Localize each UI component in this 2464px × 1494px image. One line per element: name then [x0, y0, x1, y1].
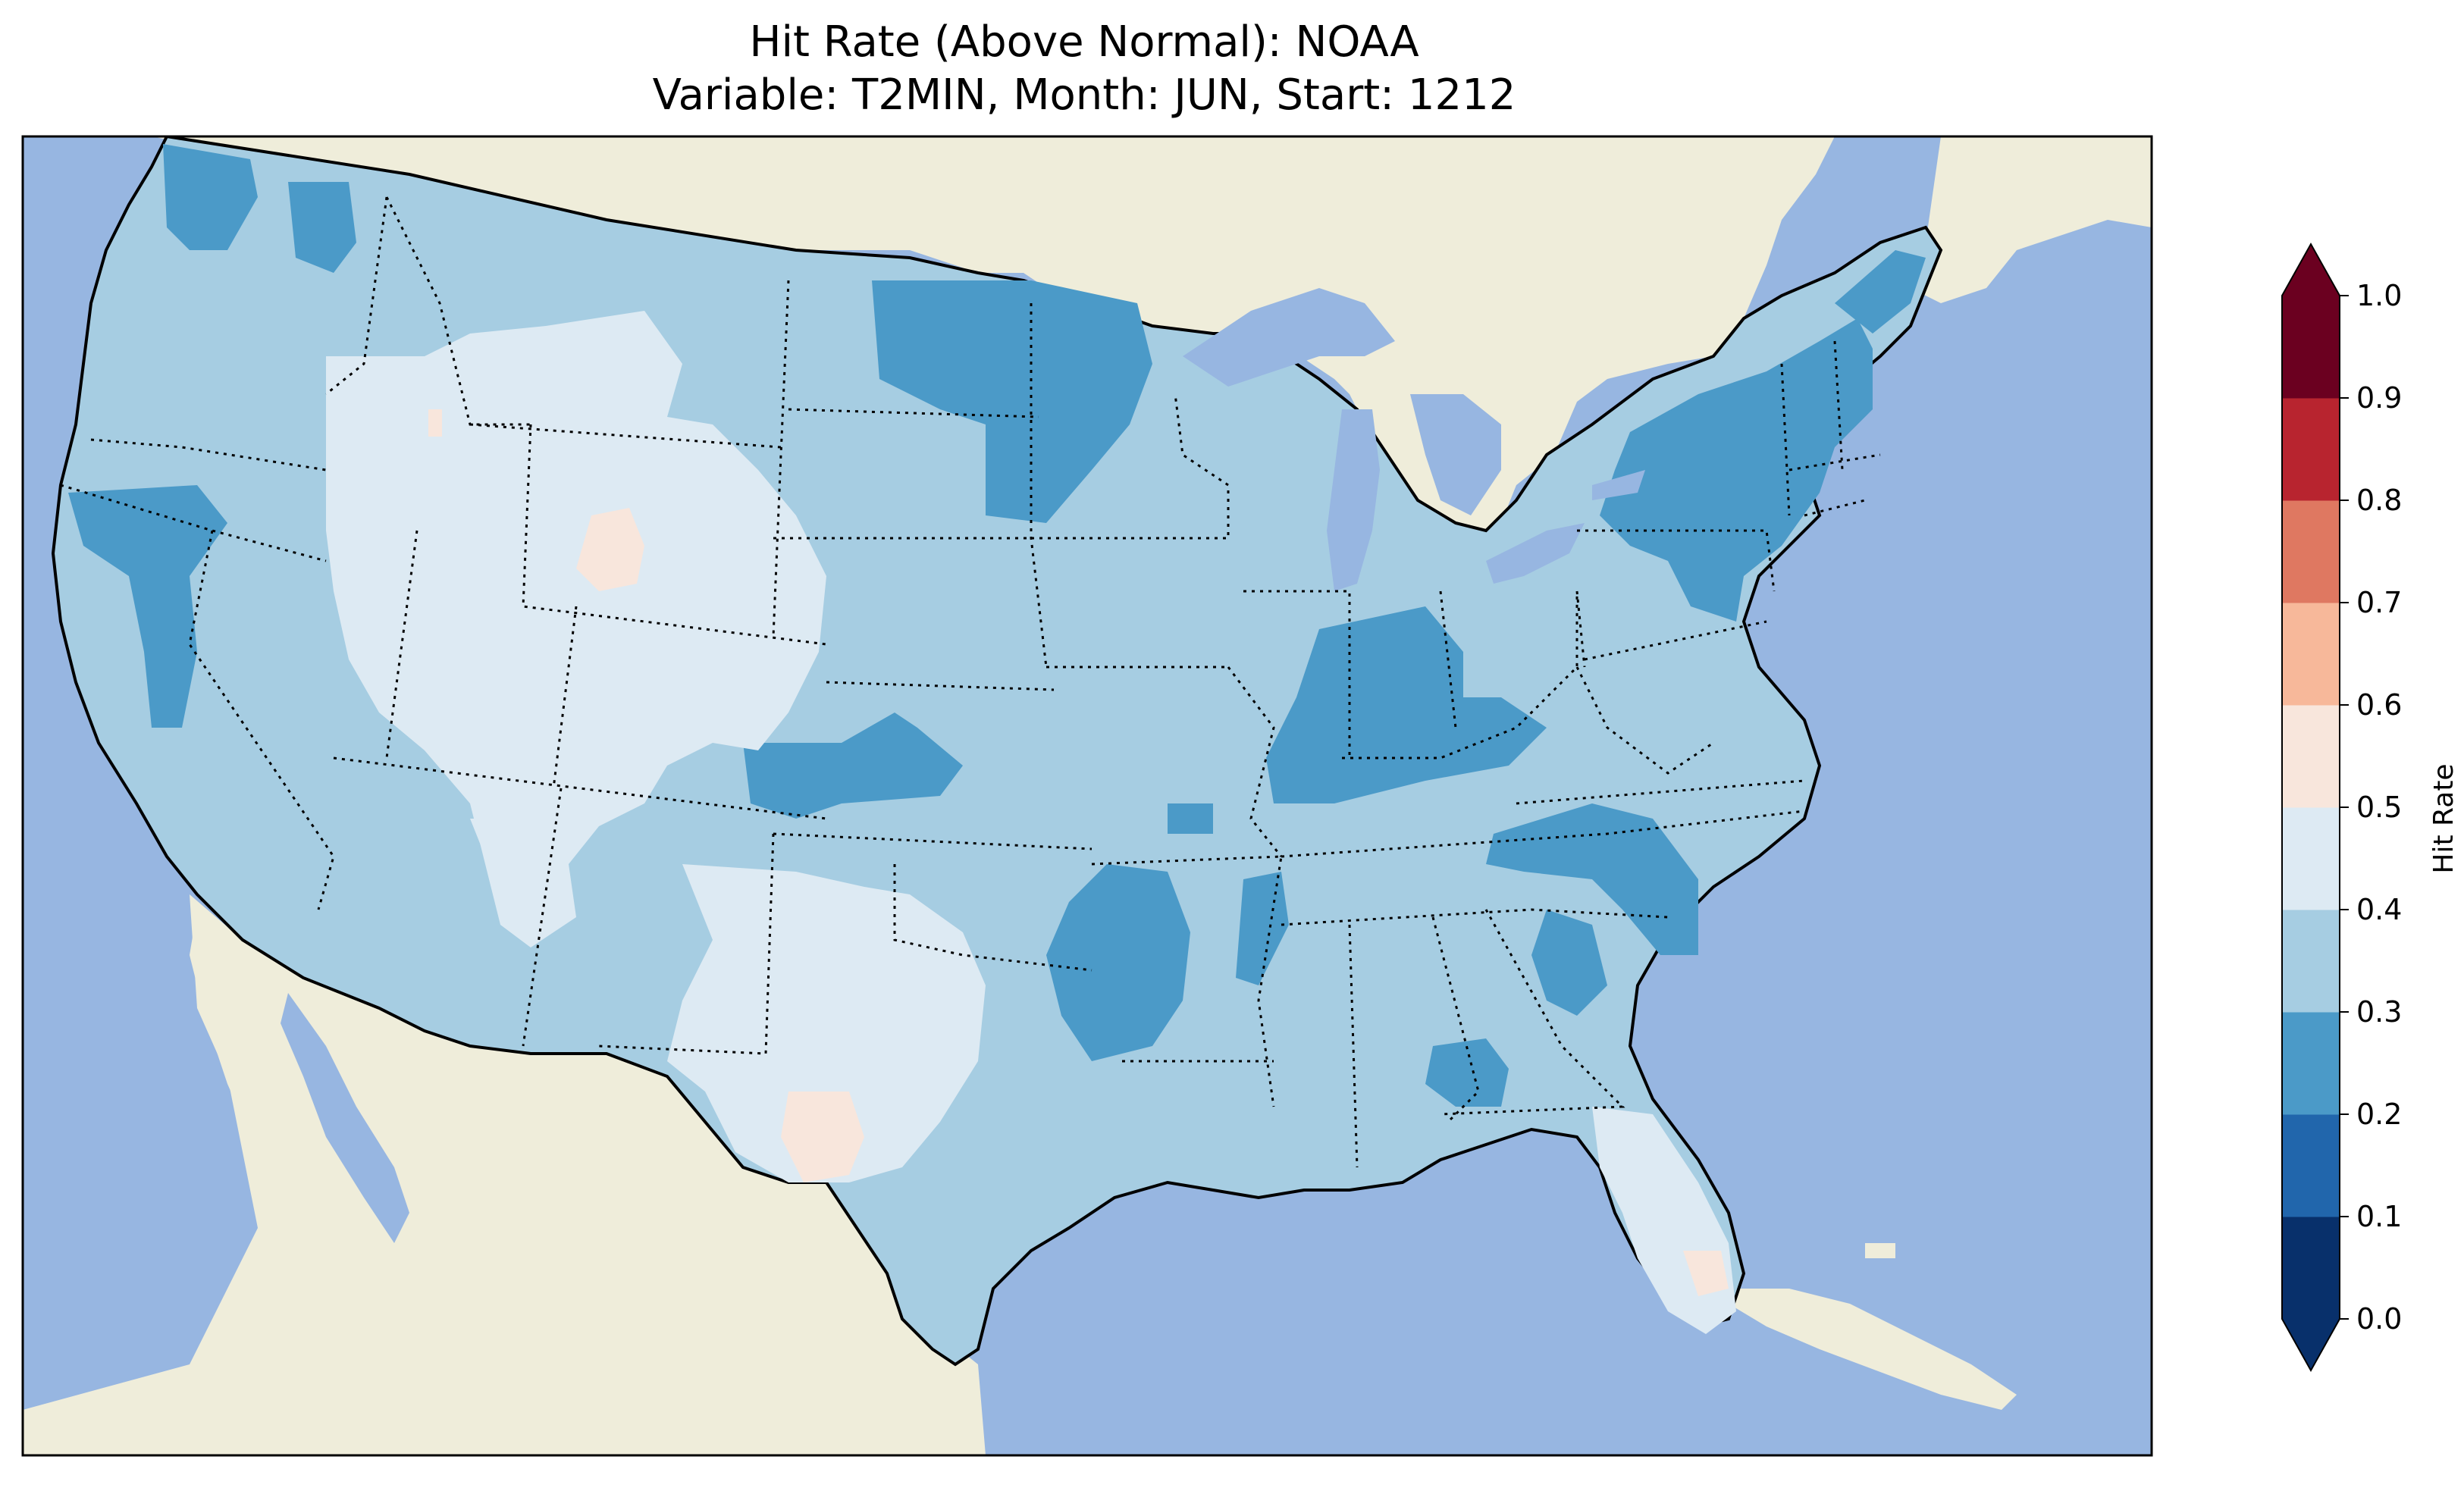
zone-maine — [1835, 250, 1926, 334]
lake-ontario — [1592, 470, 1645, 500]
border-wv — [1575, 666, 1714, 775]
canada-land — [152, 136, 1835, 546]
border-mo-east — [1227, 666, 1283, 857]
colorbar-bins — [2281, 242, 2340, 1373]
border-ca-nv — [188, 530, 335, 910]
zone-mountain-west — [326, 311, 826, 947]
zone-pnw — [163, 144, 258, 250]
colorbar-bin — [2282, 807, 2340, 910]
lake-huron — [1410, 394, 1501, 515]
colorbar-bin — [2282, 500, 2340, 603]
border-ms-al — [1348, 924, 1359, 1168]
colorbar-bin — [2282, 296, 2340, 399]
zone-missouri-spot — [1168, 803, 1213, 834]
colorbar-ticks: 0.0 0.1 0.2 0.3 0.4 0.5 0.6 0.7 0.8 0.9 1.0 — [2340, 279, 2402, 1336]
map-title: Hit Rate (Above Normal): NOAA — [749, 17, 1419, 67]
great-lakes — [1183, 288, 1645, 591]
colorbar-bin — [2282, 1012, 2340, 1115]
zone-idaho-north — [288, 182, 356, 273]
border-pa-south — [1584, 620, 1767, 661]
border-ut-co — [552, 606, 578, 789]
colorbar-bin — [2282, 910, 2340, 1013]
map-subtitle: Variable: T2MIN, Month: JUN, Start: 1212 — [652, 70, 1516, 120]
colorbar-tick-label: 0.0 — [2356, 1302, 2402, 1336]
zone-missouri-sliver — [1236, 872, 1289, 985]
border-mt-wy — [469, 423, 782, 449]
border-il-in — [1243, 590, 1351, 758]
lake-superior — [1183, 288, 1395, 387]
border-ut-wy — [522, 424, 827, 646]
zone-sw-texas — [667, 864, 986, 1182]
border-ok-tx — [893, 864, 1092, 972]
map-frame — [21, 135, 2153, 1457]
colorbar-label: Hit Rate — [2428, 763, 2459, 873]
border-ga-sc-fl — [1440, 909, 1625, 1116]
zone-nevada-spot — [470, 819, 538, 857]
bahamas-land — [1865, 1243, 1895, 1258]
colorbar: 0.0 0.1 0.2 0.3 0.4 0.5 0.6 0.7 0.8 0.9 1.0 Hit Ra… — [2281, 242, 2459, 1373]
state-borders — [60, 196, 1881, 1168]
colorbar-tick-label: 0.9 — [2356, 381, 2402, 415]
zone-nor-cal — [68, 485, 227, 728]
cuba-land — [1729, 1289, 2017, 1410]
border-nd-sd — [788, 408, 1039, 418]
zone-kansas — [743, 713, 963, 819]
colorbar-bin — [2282, 705, 2340, 808]
zone-wyoming — [576, 508, 644, 591]
baja-gulf — [281, 993, 409, 1243]
zone-south-florida — [1683, 1251, 1729, 1296]
colorbar-bin — [2282, 398, 2340, 501]
border-or-ca-nv — [60, 484, 327, 562]
colorbar-bin — [2282, 603, 2340, 706]
border-mn-ia-wi — [1031, 393, 1230, 540]
border-in-oh — [1439, 590, 1457, 728]
zone-nd-mn — [872, 280, 1152, 523]
zone-northeast — [1600, 318, 1873, 622]
colorbar-tick-label: 0.4 — [2356, 893, 2402, 926]
zone-indiana — [1266, 606, 1547, 803]
border-al-ga — [1431, 916, 1480, 1123]
colorbar-tick-label: 0.2 — [2356, 1098, 2402, 1131]
colorbar-bin — [2282, 1217, 2340, 1320]
colorbar-tick-label: 0.3 — [2356, 995, 2402, 1029]
border-tn-south — [1281, 908, 1669, 926]
border-wa-id — [325, 196, 388, 396]
zone-georgia — [1531, 910, 1607, 1016]
colorbar-extend-min — [2282, 1319, 2340, 1370]
zone-west-texas — [781, 1092, 864, 1182]
colorbar-tick-label: 0.8 — [2356, 484, 2402, 517]
colorbar-tick-label: 0.6 — [2356, 688, 2402, 722]
zone-alabama-spot — [1425, 1038, 1509, 1107]
border-va-nc — [1516, 779, 1805, 805]
colorbar-tick-label: 0.7 — [2356, 586, 2402, 619]
mid-hit-zones — [326, 311, 1736, 1334]
border-tn-ky — [1281, 810, 1805, 858]
lake-erie — [1486, 523, 1585, 584]
low-hit-zones — [68, 144, 1926, 1107]
canada-maritimes — [1911, 136, 2152, 303]
colorbar-extend-max — [2282, 244, 2340, 296]
border-new-england — [1780, 340, 1881, 517]
colorbar-bin — [2282, 1114, 2340, 1217]
zone-idaho-spot — [428, 409, 442, 437]
colorbar-tick-label: 0.1 — [2356, 1200, 2402, 1233]
zone-arkansas — [1046, 864, 1190, 1061]
colorbar-tick-label: 1.0 — [2356, 279, 2402, 312]
zone-tenn-carolina — [1486, 803, 1698, 955]
high-hit-zones — [428, 409, 1729, 1296]
border-az-nm — [522, 788, 563, 1047]
colorbar-tick-label: 0.5 — [2356, 791, 2402, 824]
lake-michigan — [1327, 409, 1380, 591]
border-ks-ok — [773, 832, 1092, 850]
map-area — [23, 136, 2152, 1455]
baja-peninsula — [190, 910, 425, 1387]
